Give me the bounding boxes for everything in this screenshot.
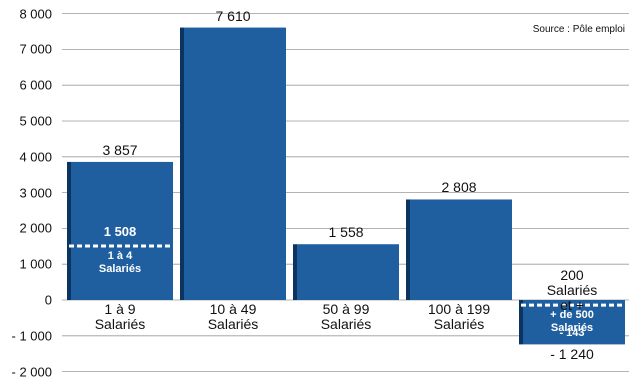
value-label: 2 808 (441, 179, 477, 196)
sub-category-label: + de 500 Salariés (550, 309, 594, 335)
sub-category-label: 1 à 4 Salariés (98, 250, 142, 275)
x-tick-label: 50 à 99 Salariés (320, 301, 372, 332)
y-tick-label: 3 000 (19, 185, 52, 201)
value-label: 3 857 (102, 141, 138, 158)
bar (406, 199, 512, 300)
y-tick-label: 5 000 (19, 113, 52, 129)
y-tick-label: - 2 000 (11, 364, 52, 380)
value-label: 1 558 (328, 224, 364, 241)
value-label: 7 610 (215, 7, 251, 24)
y-tick-label: - 1 000 (11, 328, 52, 344)
sub-value-label: 1 508 (103, 224, 137, 239)
value-label: - 1 240 (550, 346, 594, 363)
bar (67, 161, 173, 300)
x-tick-label: 10 à 49 Salariés (207, 301, 259, 332)
bar (180, 27, 286, 300)
x-tick-label: 100 à 199 Salariés (427, 301, 491, 332)
y-tick-label: 0 (44, 292, 52, 308)
y-tick-label: 1 000 (19, 256, 52, 272)
y-tick-label: 4 000 (19, 149, 52, 165)
sub-value-label: - 143 (559, 327, 585, 340)
source: Source : Pôle emploi (532, 24, 625, 35)
y-tick-label: 8 000 (19, 6, 52, 22)
bar (293, 244, 399, 300)
x-tick-label: 200 Salariés et + (546, 267, 598, 313)
y-tick-label: 6 000 (19, 77, 52, 93)
bar (519, 300, 625, 345)
y-tick-label: 7 000 (19, 41, 52, 57)
y-tick-label: 2 000 (19, 220, 52, 236)
x-tick-label: 1 à 9 Salariés (94, 301, 146, 332)
